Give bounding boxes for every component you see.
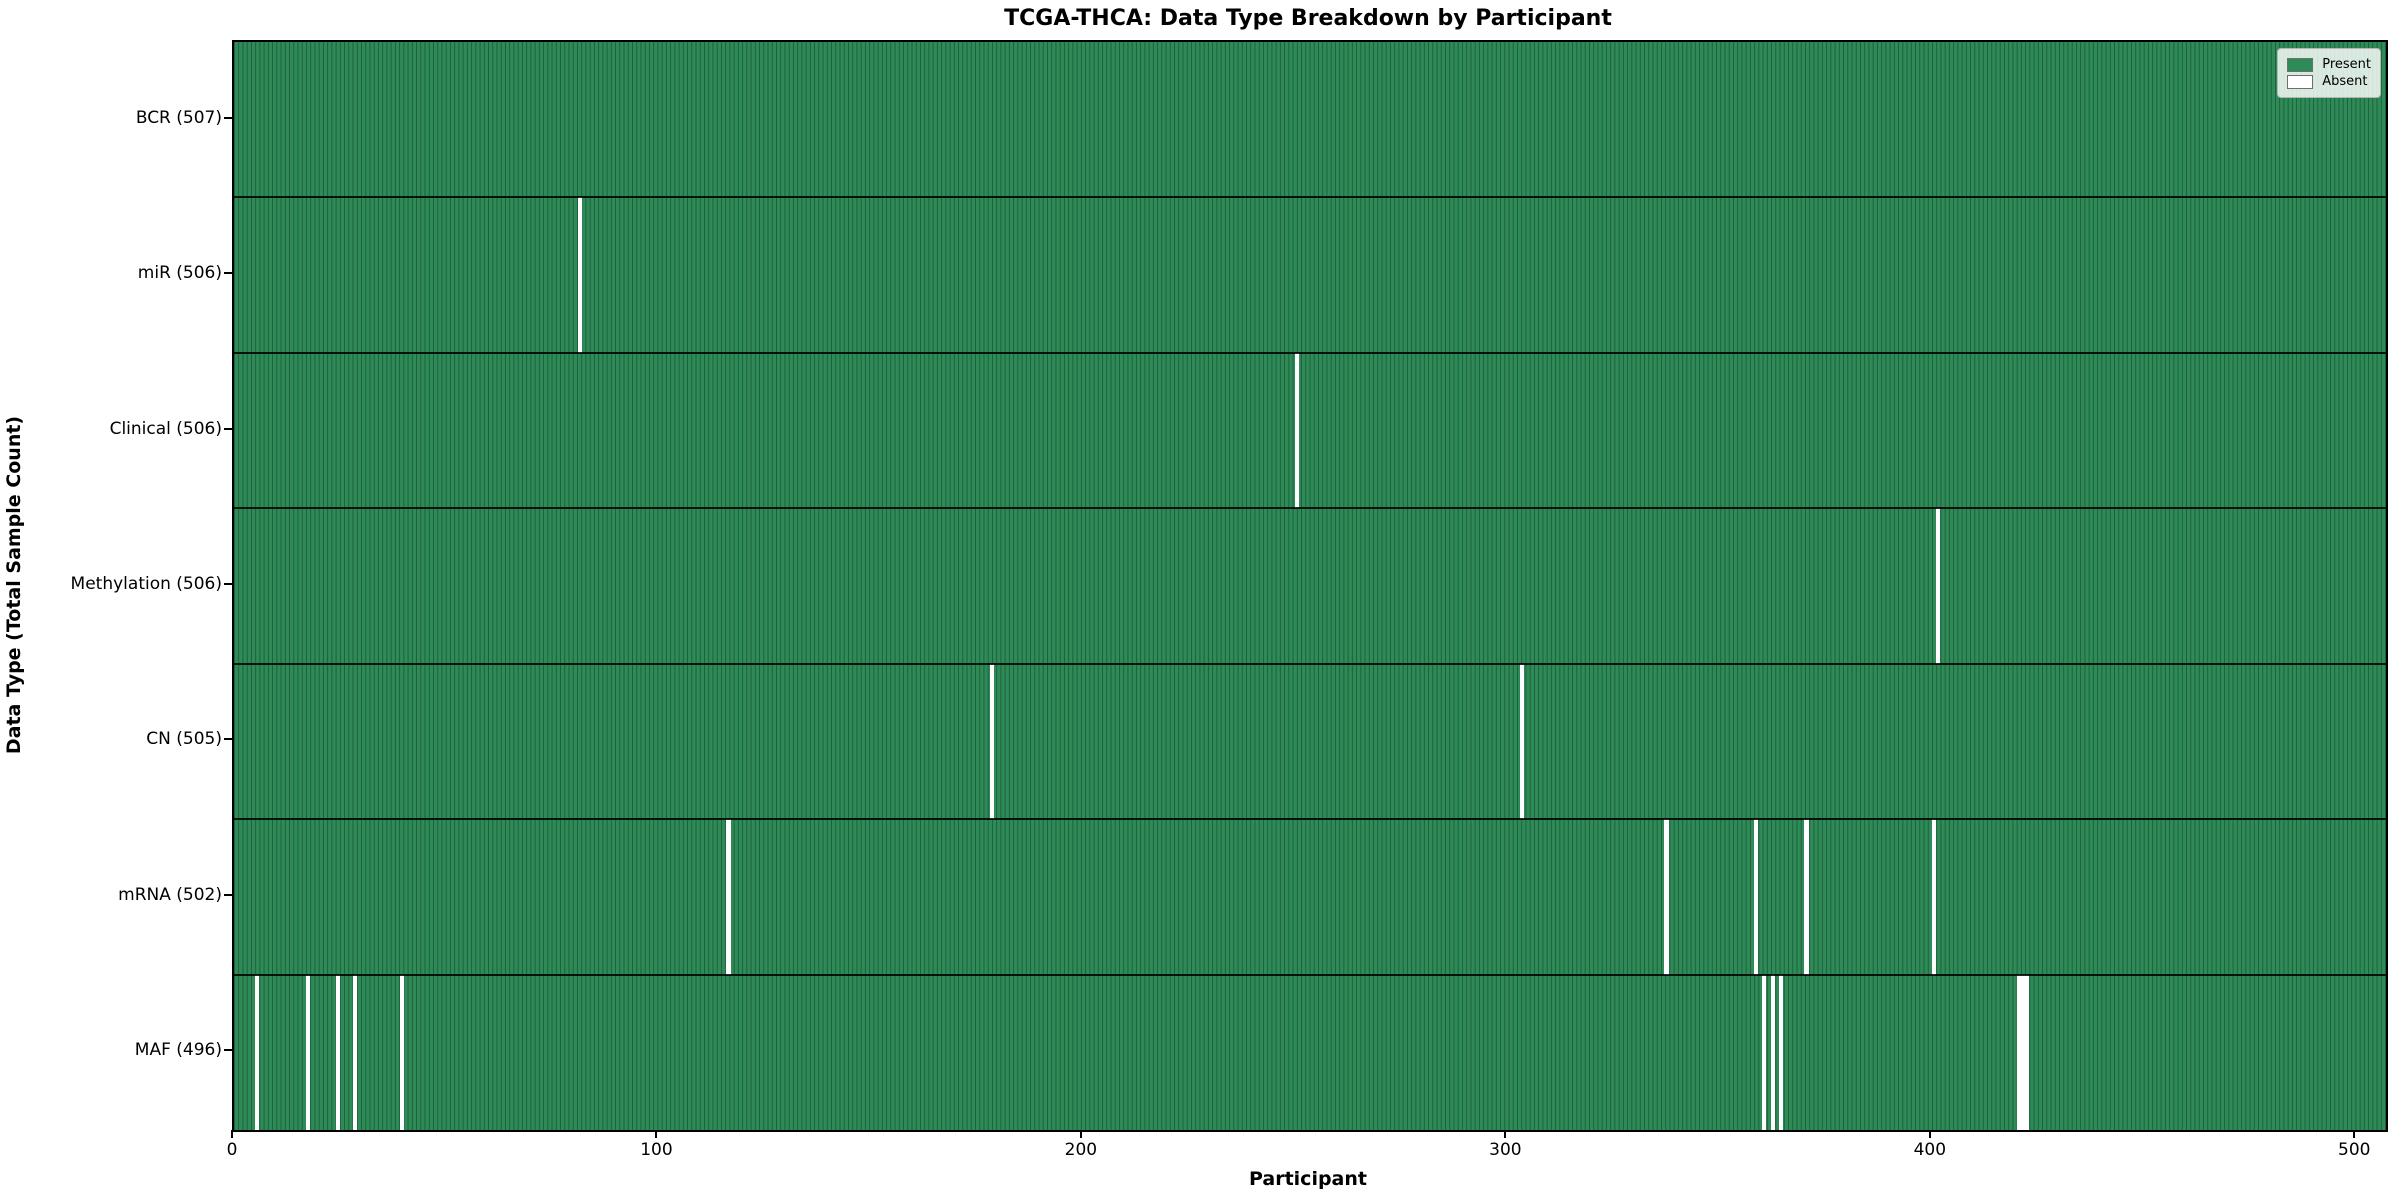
y-tick-mark bbox=[224, 738, 232, 741]
x-tick-label-0: 0 bbox=[226, 1140, 238, 1160]
chart-title: TCGA-THCA: Data Type Breakdown by Partic… bbox=[1004, 6, 1612, 31]
row-separator bbox=[234, 662, 2386, 665]
y-tick-label-BCR: BCR (507) bbox=[135, 107, 222, 128]
data-row-miR bbox=[234, 197, 2386, 353]
legend-present-label: Present bbox=[2322, 57, 2371, 72]
absent-cell-MAF-421 bbox=[2020, 974, 2026, 1130]
absent-cell-MAF-364 bbox=[1779, 974, 1784, 1130]
absent-cell-MAF-5 bbox=[255, 974, 260, 1130]
absent-cell-MAF-24 bbox=[335, 974, 341, 1130]
absent-cell-mRNA-370 bbox=[1804, 819, 1809, 975]
absent-cell-MAF-420 bbox=[2016, 974, 2021, 1130]
y-tick-mark bbox=[224, 427, 232, 430]
absent-cell-mRNA-116 bbox=[726, 819, 731, 975]
absent-cell-CN-303 bbox=[1520, 663, 1525, 820]
data-row-Methylation bbox=[234, 508, 2386, 664]
x-axis-label: Participant bbox=[1248, 1168, 1367, 1190]
absent-cell-Clinical-250 bbox=[1295, 352, 1300, 509]
data-row-BCR bbox=[234, 42, 2386, 198]
row-separator bbox=[234, 818, 2386, 821]
x-tick-mark bbox=[1504, 1130, 1507, 1138]
data-row-mRNA bbox=[234, 819, 2386, 975]
row-separator bbox=[234, 507, 2386, 510]
x-tick-label-300: 300 bbox=[1489, 1140, 1522, 1160]
absent-cell-miR-81 bbox=[577, 197, 583, 353]
y-tick-label-Methylation: Methylation (506) bbox=[70, 574, 222, 594]
x-tick-label-500: 500 bbox=[2338, 1140, 2371, 1160]
absent-cell-MAF-362 bbox=[1770, 974, 1775, 1130]
y-tick-mark bbox=[224, 272, 232, 275]
row-separator bbox=[234, 196, 2386, 199]
x-tick-mark bbox=[231, 1130, 233, 1138]
x-tick-mark bbox=[2353, 1130, 2356, 1138]
absent-cell-mRNA-337 bbox=[1664, 819, 1669, 975]
y-tick-mark bbox=[224, 1049, 232, 1052]
y-tick-label-MAF: MAF (496) bbox=[134, 1040, 222, 1061]
y-tick-label-Clinical: Clinical (506) bbox=[109, 418, 222, 439]
present-swatch-icon bbox=[2287, 57, 2314, 72]
y-tick-mark bbox=[224, 893, 232, 896]
x-tick-label-400: 400 bbox=[1913, 1140, 1947, 1160]
absent-cell-MAF-422 bbox=[2025, 974, 2030, 1130]
legend: Present Absent bbox=[2277, 48, 2381, 98]
absent-cell-CN-178 bbox=[989, 663, 994, 820]
legend-item-present: Present bbox=[2287, 57, 2371, 72]
legend-absent-label: Absent bbox=[2322, 74, 2368, 89]
row-separator bbox=[234, 973, 2386, 976]
plot-area: Present Absent bbox=[232, 40, 2388, 1132]
y-tick-label-mRNA: mRNA (502) bbox=[118, 884, 222, 905]
data-row-Clinical bbox=[234, 352, 2386, 509]
absent-swatch-icon bbox=[2287, 74, 2314, 89]
absent-cell-Methylation-401 bbox=[1936, 508, 1941, 664]
absent-cell-mRNA-400 bbox=[1931, 819, 1937, 975]
absent-cell-MAF-17 bbox=[306, 974, 311, 1130]
y-tick-mark bbox=[224, 583, 232, 585]
absent-cell-MAF-28 bbox=[352, 974, 358, 1130]
y-tick-label-miR: miR (506) bbox=[137, 263, 222, 284]
data-row-CN bbox=[234, 663, 2386, 820]
absent-cell-MAF-360 bbox=[1762, 974, 1767, 1130]
absent-cell-MAF-39 bbox=[399, 974, 404, 1130]
x-tick-label-200: 200 bbox=[1064, 1140, 1098, 1160]
data-row-MAF bbox=[234, 974, 2386, 1130]
y-tick-label-CN: CN (505) bbox=[146, 729, 222, 750]
x-tick-mark bbox=[1928, 1130, 1931, 1138]
x-tick-label-100: 100 bbox=[640, 1140, 673, 1160]
legend-item-absent: Absent bbox=[2287, 74, 2371, 89]
x-tick-mark bbox=[1079, 1130, 1082, 1138]
x-tick-mark bbox=[655, 1130, 658, 1138]
y-tick-mark bbox=[224, 116, 232, 119]
row-separator bbox=[234, 351, 2386, 354]
absent-cell-mRNA-358 bbox=[1753, 819, 1758, 975]
